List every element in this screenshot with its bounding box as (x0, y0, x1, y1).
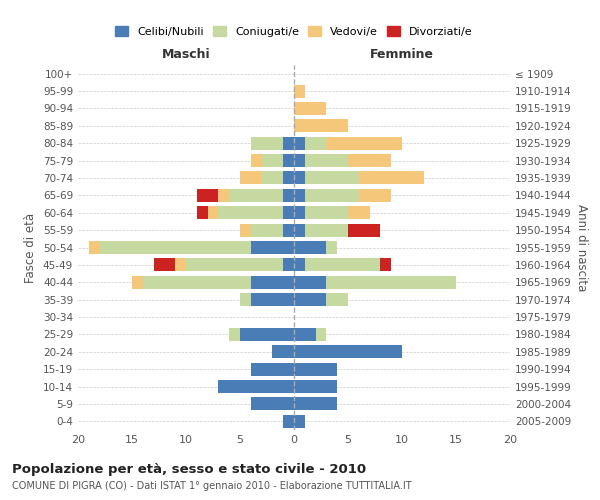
Y-axis label: Anni di nascita: Anni di nascita (575, 204, 588, 291)
Bar (218, 206, 283, 220)
Text: Popolazione per età, sesso e stato civile - 2010: Popolazione per età, sesso e stato civil… (12, 462, 366, 475)
Bar (294, 276, 326, 289)
Bar (294, 224, 305, 236)
Bar (294, 328, 316, 341)
Bar (154, 258, 175, 272)
Bar (348, 206, 370, 220)
Bar (305, 258, 380, 272)
Bar (294, 206, 305, 220)
Text: Maschi: Maschi (161, 48, 211, 60)
Bar (294, 102, 326, 115)
Bar (326, 293, 348, 306)
Bar (251, 224, 283, 236)
Bar (283, 415, 294, 428)
Bar (305, 206, 348, 220)
Bar (294, 380, 337, 393)
Bar (305, 224, 348, 236)
Bar (294, 189, 305, 202)
Bar (294, 241, 326, 254)
Bar (197, 206, 208, 220)
Y-axis label: Fasce di età: Fasce di età (25, 212, 37, 282)
Bar (251, 293, 294, 306)
Bar (240, 172, 262, 184)
Bar (208, 206, 218, 220)
Bar (294, 258, 305, 272)
Bar (100, 241, 251, 254)
Bar (283, 224, 294, 236)
Bar (229, 328, 240, 341)
Bar (359, 172, 424, 184)
Bar (272, 346, 294, 358)
Text: COMUNE DI PIGRA (CO) - Dati ISTAT 1° gennaio 2010 - Elaborazione TUTTITALIA.IT: COMUNE DI PIGRA (CO) - Dati ISTAT 1° gen… (12, 481, 412, 491)
Bar (89, 241, 100, 254)
Bar (283, 172, 294, 184)
Bar (240, 328, 294, 341)
Bar (305, 154, 348, 167)
Bar (359, 189, 391, 202)
Bar (283, 206, 294, 220)
Bar (240, 293, 251, 306)
Bar (305, 189, 359, 202)
Bar (251, 398, 294, 410)
Bar (251, 362, 294, 376)
Bar (197, 189, 218, 202)
Bar (294, 120, 348, 132)
Bar (132, 276, 143, 289)
Bar (294, 346, 402, 358)
Bar (294, 415, 305, 428)
Bar (305, 172, 359, 184)
Bar (251, 276, 294, 289)
Bar (294, 154, 305, 167)
Bar (229, 189, 283, 202)
Bar (326, 241, 337, 254)
Bar (305, 136, 326, 149)
Bar (175, 258, 186, 272)
Bar (294, 172, 305, 184)
Bar (380, 258, 391, 272)
Bar (240, 224, 251, 236)
Bar (294, 293, 326, 306)
Bar (251, 136, 283, 149)
Bar (283, 258, 294, 272)
Bar (251, 154, 262, 167)
Bar (326, 276, 456, 289)
Bar (218, 380, 294, 393)
Bar (294, 398, 337, 410)
Legend: Celibi/Nubili, Coniugati/e, Vedovi/e, Divorziati/e: Celibi/Nubili, Coniugati/e, Vedovi/e, Di… (112, 23, 476, 40)
Bar (262, 154, 283, 167)
Bar (262, 172, 283, 184)
Bar (283, 136, 294, 149)
Bar (294, 84, 305, 98)
Bar (218, 189, 229, 202)
Bar (283, 189, 294, 202)
Bar (348, 224, 380, 236)
Bar (294, 136, 305, 149)
Bar (283, 154, 294, 167)
Text: Femmine: Femmine (370, 48, 434, 60)
Bar (143, 276, 251, 289)
Bar (294, 362, 337, 376)
Bar (348, 154, 391, 167)
Bar (251, 241, 294, 254)
Bar (326, 136, 402, 149)
Bar (316, 328, 326, 341)
Bar (186, 258, 283, 272)
